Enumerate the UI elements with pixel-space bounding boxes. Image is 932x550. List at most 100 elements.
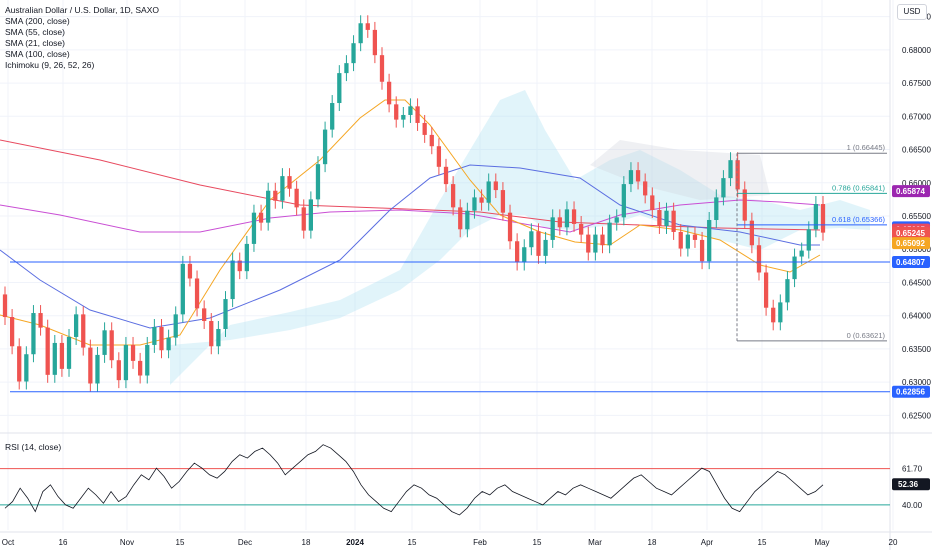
candle-body	[73, 314, 79, 337]
candle-body	[443, 166, 449, 185]
candle-body	[258, 212, 264, 223]
candle-body	[721, 178, 726, 198]
rsi-label[interactable]: RSI (14, close)	[5, 442, 62, 452]
candle-body	[337, 73, 342, 104]
candle-body	[251, 212, 257, 244]
candle-body	[756, 245, 762, 273]
candle-body	[187, 263, 193, 279]
candle-body	[749, 220, 755, 246]
candle-body	[301, 207, 306, 231]
candle-body	[785, 279, 790, 303]
candle-body	[365, 23, 370, 30]
candle-body	[166, 337, 171, 351]
candle-body	[664, 210, 669, 226]
candle-body	[52, 342, 57, 375]
candle-body	[81, 314, 86, 348]
candle-body	[763, 272, 769, 308]
candle-body	[813, 204, 819, 230]
price-badge	[892, 185, 930, 198]
candle-body	[728, 160, 733, 179]
indicator-sma100[interactable]: SMA (100, close)	[5, 49, 70, 59]
indicator-ichimoku[interactable]: Ichimoku (9, 26, 52, 26)	[5, 60, 95, 70]
candle-body	[180, 263, 185, 315]
candle-body	[138, 360, 143, 376]
candle-body	[458, 207, 463, 230]
candle-body	[778, 302, 783, 323]
price-tick-label: 0.63000	[902, 378, 931, 387]
candle-body	[287, 176, 292, 189]
candle-body	[59, 342, 65, 369]
candle-body	[45, 327, 50, 375]
price-badge	[892, 385, 930, 398]
candle-body	[429, 134, 434, 147]
price-tick-label: 0.63500	[902, 345, 931, 354]
candle-body	[593, 234, 598, 253]
candle-body	[579, 223, 584, 235]
candle-body	[643, 181, 648, 196]
chart-title: Australian Dollar / U.S. Dollar, 1D, SAX…	[5, 5, 160, 15]
ichimoku-cloud	[170, 90, 870, 385]
candle-body	[557, 217, 562, 228]
candle-body	[38, 313, 43, 328]
price-badge-label: 0.64807	[896, 258, 925, 267]
time-tick-label: Dec	[238, 538, 252, 547]
candle-body	[152, 326, 157, 345]
candle-body	[486, 181, 491, 203]
time-tick-label: Oct	[2, 538, 15, 547]
time-tick-label: 15	[176, 538, 185, 547]
rsi-level-label: 61.70	[902, 465, 923, 474]
time-tick-label: Mar	[588, 538, 602, 547]
price-tick-label: 0.68000	[902, 46, 931, 55]
candle-body	[315, 164, 321, 200]
candle-body	[386, 81, 392, 105]
price-tick-label: 0.65500	[902, 212, 931, 221]
candle-body	[536, 231, 541, 256]
candle-body	[450, 184, 456, 208]
price-badge	[892, 226, 930, 239]
candle-body	[159, 326, 164, 351]
candle-body	[145, 344, 150, 376]
price-badge-label: 0.65245	[896, 229, 925, 238]
candle-body	[799, 250, 804, 257]
time-tick-label: Feb	[473, 538, 487, 547]
chart-legend: Australian Dollar / U.S. Dollar, 1D, SAX…	[5, 5, 159, 71]
candle-body	[735, 160, 740, 190]
indicator-sma200[interactable]: SMA (200, close)	[5, 16, 70, 26]
rsi-line	[4, 444, 824, 516]
candle-body	[586, 234, 591, 253]
candle-body	[123, 344, 129, 381]
candle-body	[173, 314, 178, 338]
candle-body	[280, 176, 285, 201]
candle-body	[379, 55, 385, 82]
price-tick-label: 0.64000	[902, 312, 931, 321]
price-tick-label: 0.67000	[902, 112, 931, 121]
candle-body	[209, 321, 214, 347]
fib-level-label: 0 (0.63621)	[847, 331, 886, 340]
candle-body	[273, 190, 278, 201]
candle-body	[621, 184, 626, 218]
candle-body	[358, 23, 363, 44]
currency-button[interactable]: USD	[897, 4, 927, 20]
candle-body	[507, 212, 513, 242]
candle-body	[422, 122, 427, 135]
candle-body	[202, 308, 207, 322]
candle-body	[479, 197, 484, 203]
candle-body	[237, 260, 242, 272]
time-tick-label: May	[814, 538, 829, 547]
candle-body	[600, 234, 605, 246]
candle-body	[635, 170, 641, 182]
price-badge	[892, 256, 930, 269]
candle-body	[564, 209, 570, 228]
price-badge-label: 0.62856	[896, 388, 925, 397]
price-tick-label: 0.64500	[902, 278, 931, 287]
time-tick-label: 16	[59, 538, 68, 547]
indicator-sma55[interactable]: SMA (55, close)	[5, 27, 65, 37]
candle-body	[493, 181, 498, 191]
candle-body	[351, 43, 356, 64]
candle-body	[330, 103, 335, 130]
candle-body	[522, 247, 527, 263]
candle-body	[244, 243, 249, 272]
indicator-sma21[interactable]: SMA (21, close)	[5, 38, 65, 48]
